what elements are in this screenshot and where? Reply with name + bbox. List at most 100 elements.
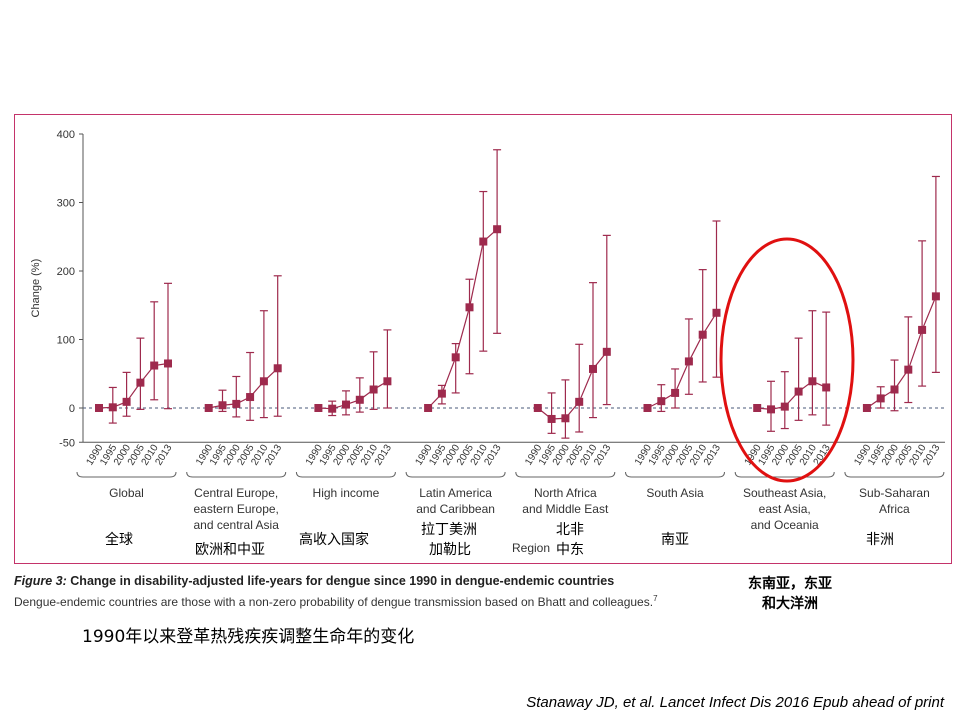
cn-label-southeast-asia-line2: 和大洋洲 bbox=[762, 596, 818, 612]
cn-label-africa: 非洲 bbox=[866, 532, 894, 548]
group-bracket bbox=[844, 471, 945, 478]
data-point bbox=[643, 404, 652, 412]
series-line bbox=[647, 312, 718, 409]
group-label: eastern Europe, bbox=[194, 502, 279, 516]
series-line bbox=[98, 362, 169, 409]
data-point bbox=[753, 404, 762, 412]
group-bracket bbox=[515, 471, 616, 478]
data-point bbox=[218, 401, 227, 410]
group-bracket bbox=[625, 471, 725, 478]
group-bracket bbox=[295, 471, 396, 478]
cn-label-latin-america: 拉丁美洲 bbox=[421, 522, 477, 538]
data-point bbox=[904, 365, 913, 374]
data-point bbox=[479, 237, 488, 246]
figure-panel: -50 0 100 200 300 400 Change (%) 1990 1995 2000 20… bbox=[14, 114, 952, 564]
group-bracket bbox=[76, 471, 177, 478]
group-label: east Asia, bbox=[759, 502, 811, 516]
data-point bbox=[767, 405, 775, 414]
citation: Stanaway JD, et al. Lancet Infect Dis 20… bbox=[526, 694, 944, 711]
group-label: Africa bbox=[879, 502, 910, 516]
data-point bbox=[424, 404, 433, 412]
data-point bbox=[369, 385, 378, 394]
data-point bbox=[383, 377, 392, 386]
data-point bbox=[561, 414, 570, 423]
data-point bbox=[780, 402, 789, 411]
cn-label-middle-east: 中东 bbox=[556, 542, 584, 558]
group-label: Southeast Asia, bbox=[743, 486, 826, 500]
group-label: and Caribbean bbox=[416, 502, 495, 516]
region-axis-label: Region bbox=[512, 541, 550, 555]
data-point bbox=[451, 353, 460, 362]
figure-caption-title: Figure 3: Change in disability-adjusted … bbox=[14, 574, 614, 588]
series-line bbox=[866, 296, 937, 409]
group-label: Sub-Saharan bbox=[859, 486, 930, 500]
group-label: North Africa bbox=[534, 486, 597, 500]
data-point bbox=[684, 357, 693, 366]
y-tick-label: 100 bbox=[57, 335, 75, 347]
data-point bbox=[465, 303, 474, 312]
series-line bbox=[537, 351, 608, 420]
series-line bbox=[318, 380, 388, 410]
y-tick-label: 400 bbox=[57, 129, 75, 141]
cn-label-south-asia: 南亚 bbox=[661, 532, 689, 548]
cn-label-europe-central-asia: 欧洲和中亚 bbox=[195, 542, 265, 558]
data-point bbox=[136, 378, 145, 387]
data-point bbox=[150, 361, 159, 370]
data-point bbox=[122, 397, 131, 406]
cn-label-caribbean: 加勒比 bbox=[429, 542, 471, 558]
group-bracket bbox=[186, 471, 287, 478]
data-point bbox=[918, 325, 927, 334]
data-point bbox=[862, 404, 871, 412]
data-point bbox=[328, 404, 337, 413]
cn-label-north-africa: 北非 bbox=[556, 522, 584, 538]
group-label: and Oceania bbox=[751, 518, 819, 532]
y-axis-label: Change (%) bbox=[30, 259, 42, 318]
data-point bbox=[314, 404, 323, 412]
dengue-daly-chart: -50 0 100 200 300 400 Change (%) 19901995200020… bbox=[30, 129, 945, 555]
figure-caption-text: Change in disability-adjusted life-years… bbox=[70, 574, 615, 588]
cn-label-high-income: 高收入国家 bbox=[299, 532, 369, 548]
series-line bbox=[427, 228, 498, 409]
data-point bbox=[822, 383, 831, 392]
cn-label-global: 全球 bbox=[105, 532, 133, 548]
data-point bbox=[108, 403, 117, 412]
y-tick-label: 300 bbox=[57, 198, 75, 210]
data-point bbox=[533, 404, 542, 412]
y-tick-label: 200 bbox=[57, 266, 75, 278]
group-bracket bbox=[734, 471, 835, 478]
data-point bbox=[890, 385, 899, 394]
data-point bbox=[259, 377, 268, 386]
data-point bbox=[671, 388, 680, 397]
data-point bbox=[876, 394, 885, 403]
data-point bbox=[493, 225, 502, 234]
data-point bbox=[589, 364, 597, 373]
data-point bbox=[164, 359, 172, 368]
group-label: Central Europe, bbox=[194, 486, 278, 500]
data-point bbox=[575, 397, 584, 406]
data-point bbox=[808, 377, 817, 386]
data-point bbox=[657, 397, 666, 406]
highlight-ellipse bbox=[719, 237, 855, 483]
cn-label-southeast-asia: 东南亚，东亚 和大洋洲 bbox=[724, 574, 856, 614]
data-point bbox=[355, 395, 364, 404]
cn-label-southeast-asia-line1: 东南亚，东亚 bbox=[748, 576, 832, 592]
group-label: Global bbox=[109, 486, 144, 500]
data-point bbox=[342, 400, 350, 409]
figure-caption-ref: 7 bbox=[653, 594, 658, 603]
data-point bbox=[931, 292, 940, 301]
group-label: South Asia bbox=[646, 486, 704, 500]
data-point bbox=[547, 414, 556, 423]
data-point bbox=[95, 404, 103, 412]
series-group: 199019952000200520102013Sub-SaharanAfric… bbox=[844, 175, 945, 516]
data-point bbox=[794, 387, 803, 396]
data-point bbox=[246, 393, 255, 402]
figure-caption-note: Dengue-endemic countries are those with … bbox=[14, 594, 658, 609]
data-point bbox=[273, 364, 282, 373]
data-point bbox=[232, 399, 241, 408]
